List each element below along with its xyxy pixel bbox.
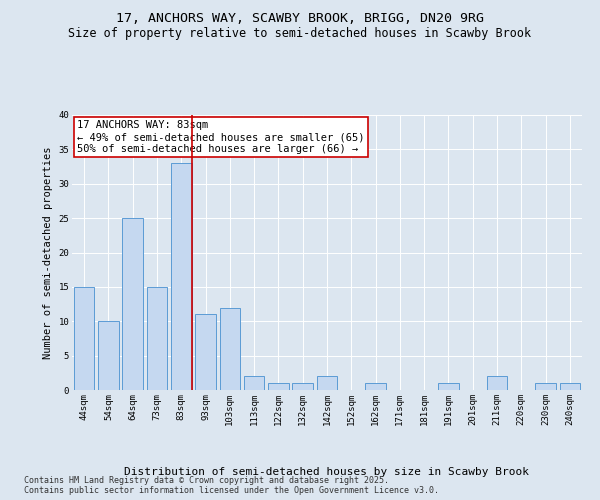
Text: Size of property relative to semi-detached houses in Scawby Brook: Size of property relative to semi-detach… — [68, 28, 532, 40]
Bar — [268, 383, 289, 390]
Bar — [438, 383, 459, 390]
Bar — [74, 287, 94, 390]
Bar — [535, 383, 556, 390]
Bar — [317, 376, 337, 390]
Bar — [171, 163, 191, 390]
Text: 17 ANCHORS WAY: 83sqm
← 49% of semi-detached houses are smaller (65)
50% of semi: 17 ANCHORS WAY: 83sqm ← 49% of semi-deta… — [77, 120, 365, 154]
Text: Contains HM Land Registry data © Crown copyright and database right 2025.
Contai: Contains HM Land Registry data © Crown c… — [24, 476, 439, 495]
Bar — [292, 383, 313, 390]
Text: 17, ANCHORS WAY, SCAWBY BROOK, BRIGG, DN20 9RG: 17, ANCHORS WAY, SCAWBY BROOK, BRIGG, DN… — [116, 12, 484, 26]
Bar — [146, 287, 167, 390]
Bar — [487, 376, 508, 390]
Bar — [365, 383, 386, 390]
Bar — [195, 314, 216, 390]
Bar — [98, 322, 119, 390]
Bar — [220, 308, 240, 390]
X-axis label: Distribution of semi-detached houses by size in Scawby Brook: Distribution of semi-detached houses by … — [125, 466, 530, 476]
Bar — [122, 218, 143, 390]
Bar — [244, 376, 265, 390]
Bar — [560, 383, 580, 390]
Y-axis label: Number of semi-detached properties: Number of semi-detached properties — [43, 146, 53, 359]
